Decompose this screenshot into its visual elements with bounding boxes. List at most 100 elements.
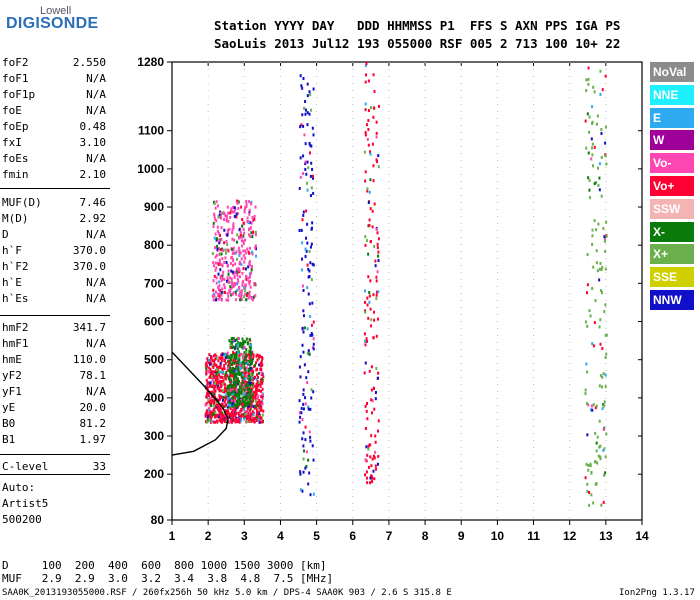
echo-point	[241, 244, 244, 248]
echo-point	[377, 371, 380, 375]
echo-point	[584, 320, 587, 324]
x-tick-label: 12	[563, 529, 577, 543]
echo-point	[366, 417, 369, 421]
logo-digisonde: DIGISONDE	[6, 15, 99, 32]
param-value: N/A	[86, 292, 106, 305]
echo-point	[236, 233, 239, 237]
echo-point	[261, 396, 264, 400]
echo-point	[240, 262, 243, 266]
echo-point	[233, 270, 236, 274]
echo-point	[366, 339, 369, 343]
param-row-d: D N/A	[2, 227, 106, 243]
echo-point	[364, 64, 367, 68]
echo-point	[248, 212, 251, 216]
param-label: foF1p	[2, 88, 36, 101]
echo-point	[377, 165, 380, 169]
echo-point	[605, 220, 608, 224]
echo-point	[377, 104, 380, 108]
echo-point	[249, 415, 252, 419]
echo-point	[242, 359, 245, 363]
echo-point	[259, 384, 262, 388]
echo-point	[364, 102, 367, 106]
echo-point	[209, 372, 212, 376]
y-tick-label: 800	[144, 238, 164, 252]
echo-point	[599, 261, 602, 265]
echo-point	[258, 389, 261, 393]
echo-point	[310, 323, 313, 327]
echo-point	[245, 374, 248, 378]
echo-point	[244, 397, 247, 401]
echo-point	[306, 94, 309, 98]
echo-point	[242, 364, 245, 368]
echo-point	[214, 381, 217, 385]
echo-point	[364, 343, 367, 347]
echo-point	[602, 226, 605, 230]
echo-point	[586, 482, 589, 486]
echo-point	[309, 314, 312, 318]
echo-point	[231, 388, 234, 392]
echo-point	[248, 352, 251, 356]
param-row-yf2: yF2 78.1	[2, 368, 106, 384]
echo-point	[229, 285, 232, 289]
echo-point	[233, 210, 236, 214]
echo-point	[605, 333, 608, 337]
echo-point	[242, 415, 245, 419]
echo-point	[213, 387, 216, 391]
echo-point	[259, 367, 262, 371]
echo-point	[214, 389, 217, 393]
echo-point	[251, 399, 254, 403]
echo-point	[299, 156, 302, 160]
echo-point	[377, 237, 380, 241]
echo-point	[222, 370, 225, 374]
y-tick-label: 200	[144, 467, 164, 481]
echo-point	[246, 386, 249, 390]
echo-point	[258, 399, 261, 403]
echo-point	[252, 354, 255, 358]
y-tick-label: 400	[144, 391, 164, 405]
echo-point	[231, 402, 234, 406]
x-tick-label: 8	[422, 529, 429, 543]
echo-point	[241, 406, 244, 410]
echo-point	[231, 231, 234, 235]
echo-point	[303, 106, 306, 110]
echo-point	[240, 408, 243, 412]
echo-point	[588, 309, 591, 313]
echo-point	[305, 450, 308, 454]
echo-point	[254, 244, 257, 248]
echo-point	[225, 219, 228, 223]
echo-point	[239, 230, 242, 234]
echo-point	[601, 346, 604, 350]
echo-point	[232, 350, 235, 354]
echo-point	[256, 382, 259, 386]
echo-point	[588, 130, 591, 134]
echo-point	[218, 261, 221, 265]
echo-point	[367, 444, 370, 448]
echo-point	[311, 444, 314, 448]
echo-point	[208, 353, 211, 357]
echo-point	[226, 351, 229, 355]
echo-point	[603, 239, 606, 243]
echo-point	[232, 248, 235, 252]
echo-point	[227, 397, 230, 401]
echo-point	[588, 196, 591, 200]
echo-point	[605, 352, 608, 356]
echo-point	[245, 410, 248, 414]
echo-point	[250, 221, 253, 225]
echo-point	[225, 251, 228, 255]
echo-point	[208, 401, 211, 405]
y-tick-label: 300	[144, 429, 164, 443]
echo-point	[604, 333, 607, 337]
echo-point	[244, 238, 247, 242]
echo-point	[219, 276, 222, 280]
echo-point	[254, 396, 257, 400]
echo-point	[308, 112, 311, 116]
echo-point	[248, 208, 251, 212]
x-tick-label: 4	[277, 529, 284, 543]
param-value: N/A	[86, 385, 106, 398]
legend-item-e: E	[650, 107, 694, 128]
x-tick-label: 14	[635, 529, 649, 543]
echo-point	[224, 248, 227, 252]
echo-point	[302, 402, 305, 406]
echo-point	[585, 78, 588, 82]
echo-point	[219, 397, 222, 401]
